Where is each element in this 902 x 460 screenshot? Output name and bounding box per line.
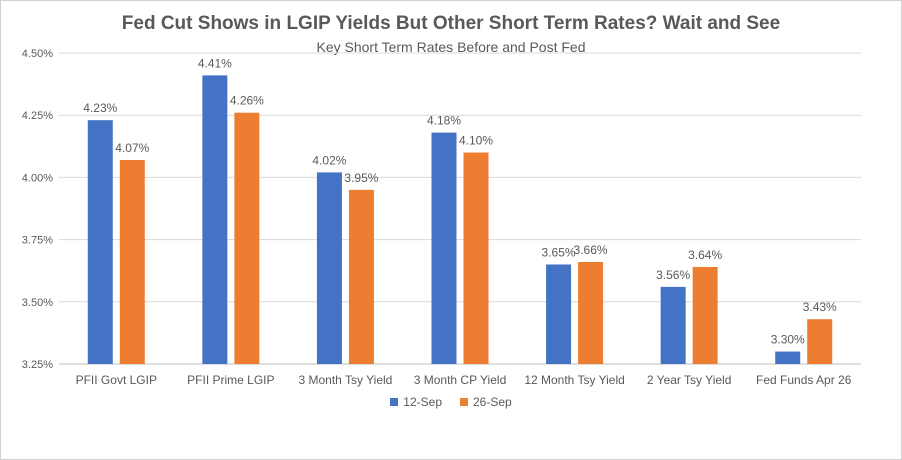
data-label: 3.56% <box>656 268 690 282</box>
y-tick-label: 3.50% <box>22 297 53 309</box>
data-label: 3.30% <box>771 333 805 347</box>
chart-title: Fed Cut Shows in LGIP Yields But Other S… <box>121 13 781 34</box>
y-tick-label: 4.25% <box>22 110 53 122</box>
y-tick-label: 4.00% <box>22 172 53 184</box>
bar <box>234 112 260 364</box>
data-label: 4.23% <box>83 101 117 115</box>
data-label: 3.43% <box>803 300 837 314</box>
data-label: 3.95% <box>344 171 378 185</box>
data-label: 3.65% <box>542 245 576 259</box>
bar <box>807 319 833 364</box>
legend-swatch-26-sep <box>460 398 468 406</box>
bar <box>316 172 342 364</box>
legend-swatch-12-sep <box>390 398 399 406</box>
bar <box>463 152 489 364</box>
x-tick-label: 2 Year Tsy Yield <box>647 373 732 387</box>
x-tick-label: 12 Month Tsy Yield <box>524 373 625 387</box>
bar <box>578 261 604 364</box>
bar <box>692 266 718 364</box>
y-tick-label: 3.75% <box>22 235 53 247</box>
legend-item-12-sep: 12-Sep <box>390 395 442 409</box>
bar <box>202 75 228 364</box>
data-label: 3.66% <box>574 243 608 257</box>
x-tick-label: 3 Month Tsy Yield <box>299 373 393 387</box>
data-label: 4.07% <box>115 141 149 155</box>
chart-legend: 12-Sep 26-Sep <box>1 395 901 409</box>
bar <box>546 264 572 364</box>
y-tick-label: 4.50% <box>22 48 53 60</box>
chart-subtitle: Key Short Term Rates Before and Post Fed <box>316 39 586 55</box>
data-label: 4.41% <box>198 56 232 70</box>
x-tick-label: 3 Month CP Yield <box>414 373 507 387</box>
bar <box>775 351 801 364</box>
data-label: 4.18% <box>427 114 461 128</box>
x-tick-label: Fed Funds Apr 26 <box>756 373 852 387</box>
data-label: 4.02% <box>312 153 346 167</box>
y-tick-label: 3.25% <box>22 359 53 371</box>
bar <box>431 132 457 364</box>
x-tick-label: PFII Prime LGIP <box>187 373 274 387</box>
x-tick-label: PFII Govt LGIP <box>76 373 157 387</box>
data-label: 4.26% <box>230 94 264 108</box>
bar <box>348 189 374 364</box>
legend-label-12-sep: 12-Sep <box>403 395 442 409</box>
bar <box>660 286 686 364</box>
legend-item-26-sep: 26-Sep <box>460 395 512 409</box>
bar <box>87 120 113 365</box>
data-label: 4.10% <box>459 134 493 148</box>
legend-label-26-sep: 26-Sep <box>473 395 512 409</box>
data-label: 3.64% <box>688 248 722 262</box>
bar <box>119 159 145 364</box>
